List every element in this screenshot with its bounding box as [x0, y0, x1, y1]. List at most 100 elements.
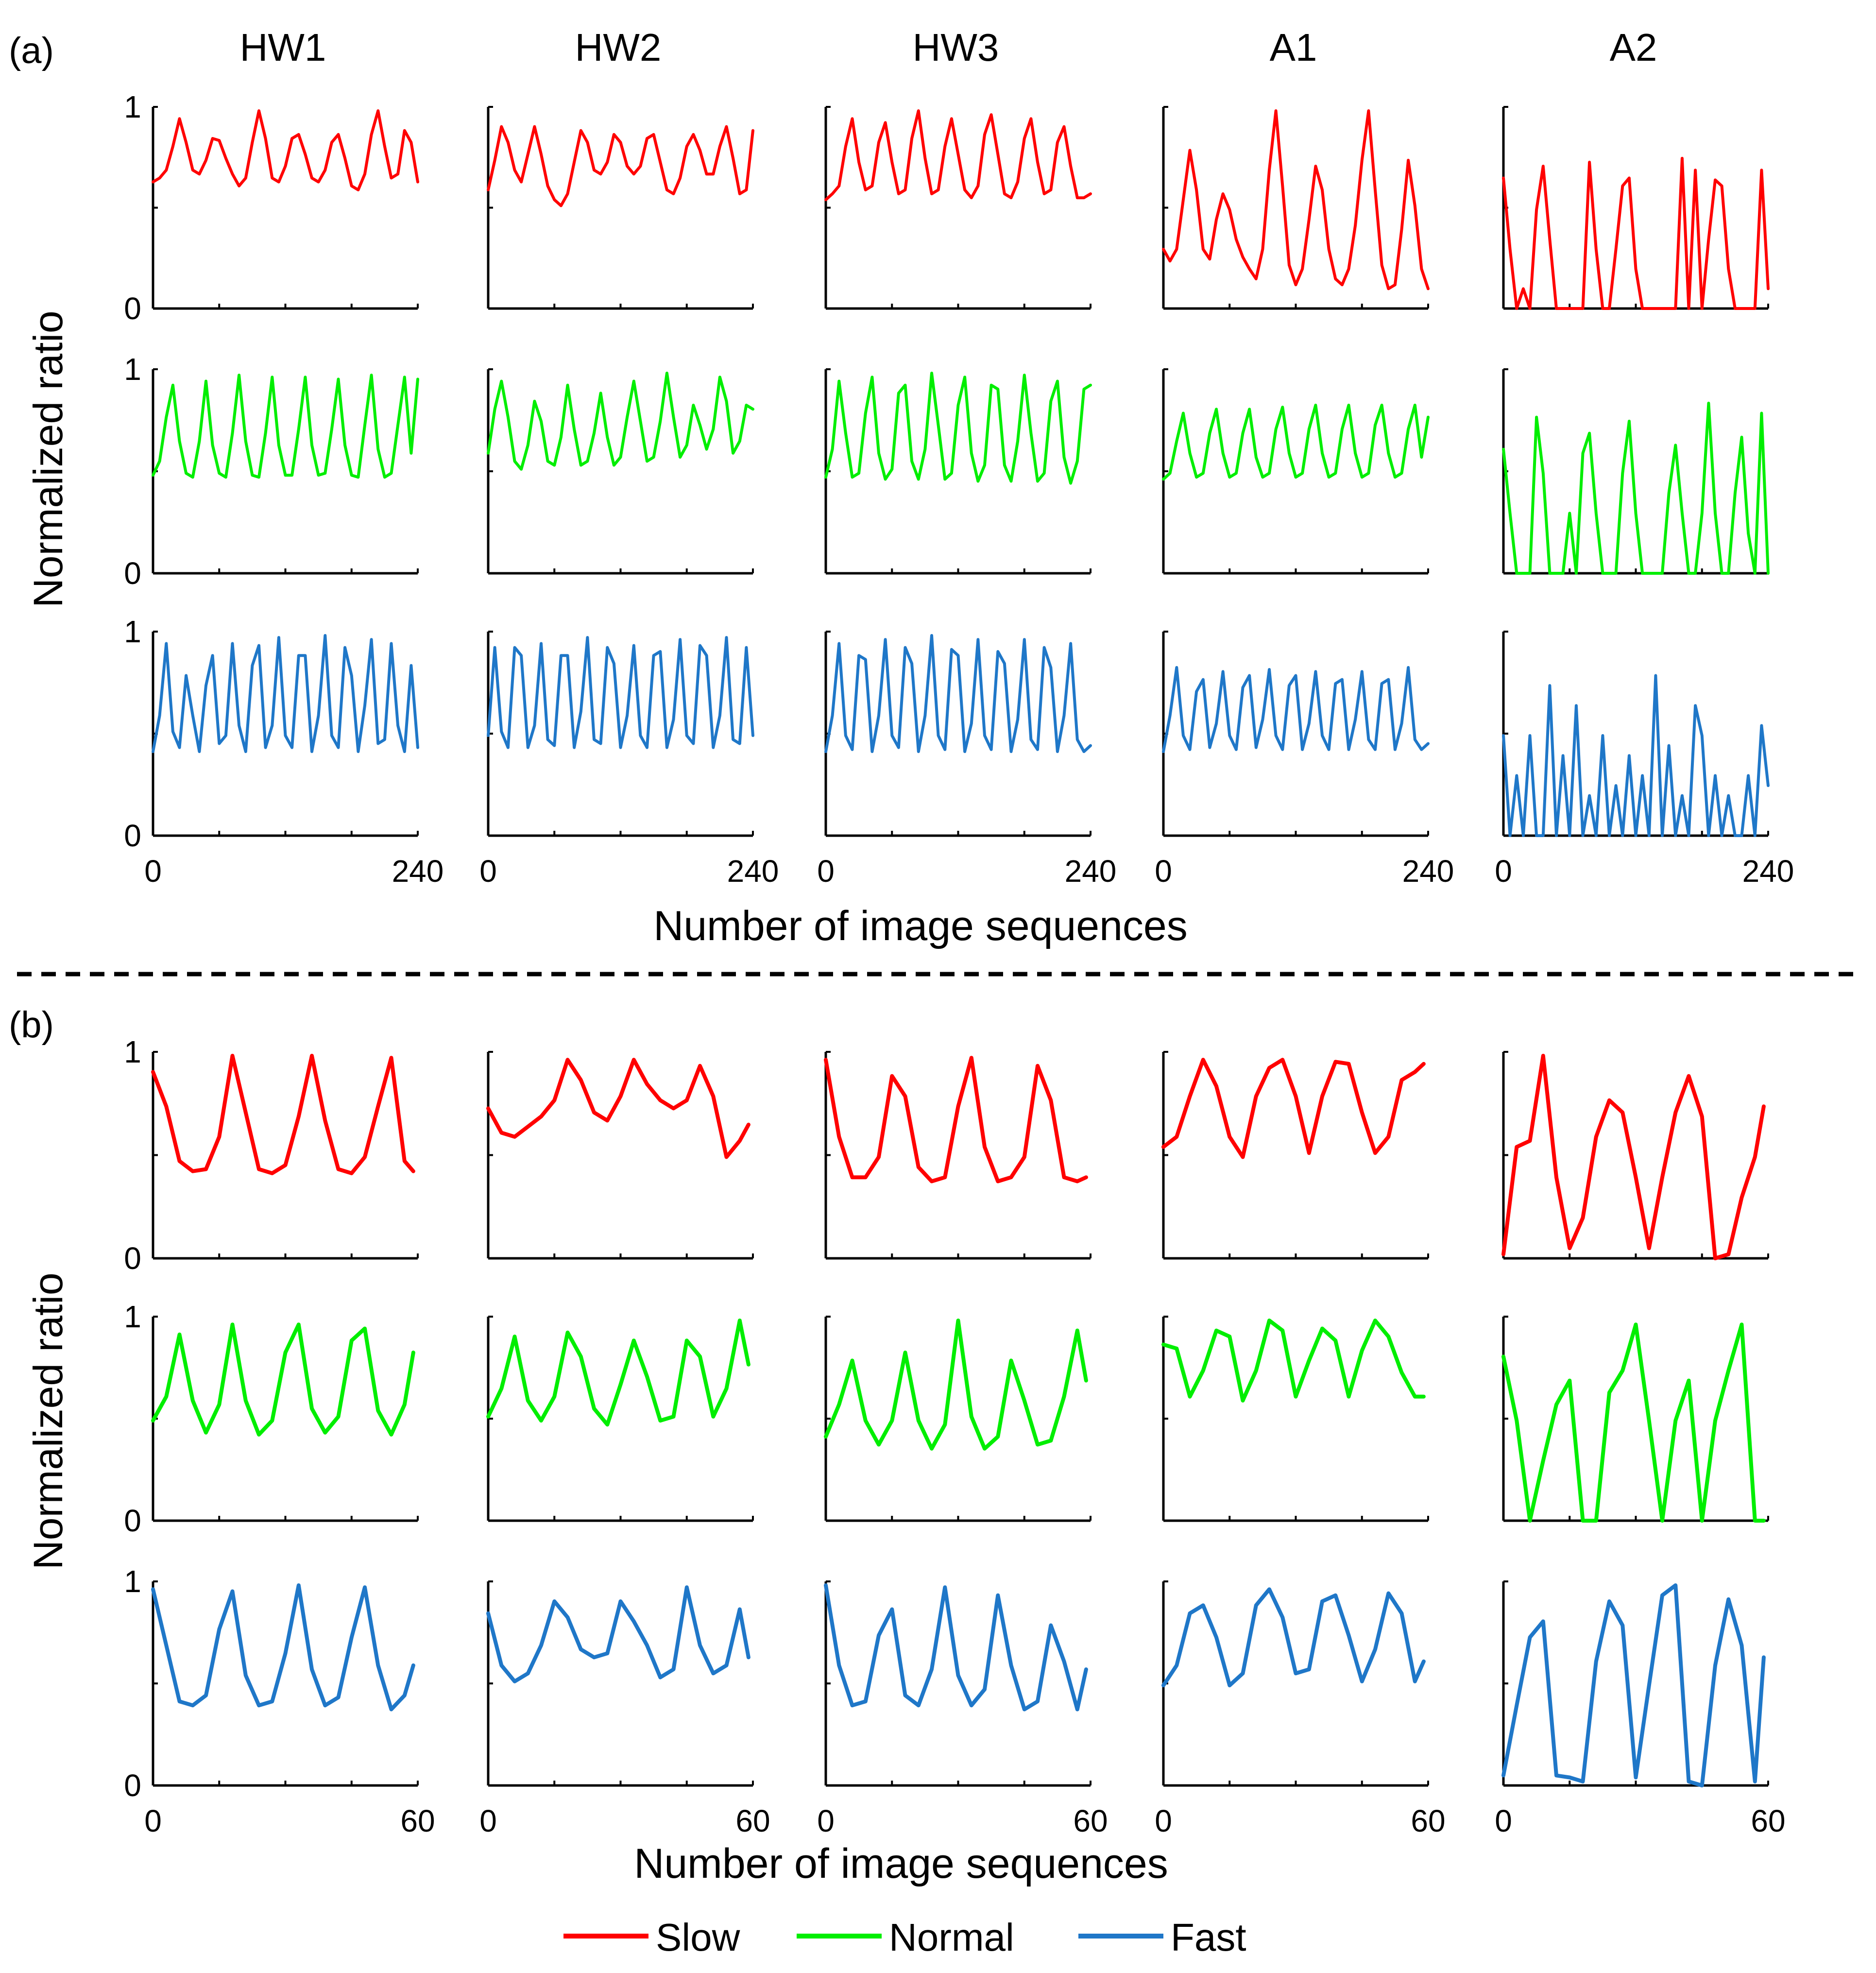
subplot-a-hw3-fast: 0 240	[817, 631, 1117, 889]
y-tick-label-1: 1	[124, 1564, 141, 1599]
x-tick-label-end: 240	[1402, 854, 1454, 889]
series-line-a-a1-normal	[1162, 403, 1430, 481]
series-line-b-hw3-normal	[824, 1319, 1088, 1451]
series-line-b-a2-normal	[1501, 1322, 1766, 1523]
x-tick-label-start: 0	[1155, 1803, 1172, 1838]
series-line-b-a1-fast	[1161, 1587, 1426, 1687]
series-line-a-hw2-slow	[487, 125, 754, 207]
y-tick-label-1: 1	[124, 1034, 141, 1069]
series-line-a-hw1-normal	[152, 374, 419, 479]
x-tick-label-end: 60	[1411, 1803, 1445, 1838]
column-title-a1: A1	[1270, 26, 1317, 69]
subplot-b-hw3-slow	[824, 1051, 1091, 1260]
subplot-a-hw2-normal	[487, 368, 754, 575]
legend-item-slow: Slow	[563, 1916, 740, 1959]
series-line-a-hw2-fast	[487, 636, 754, 749]
legend-label-fast: Fast	[1171, 1916, 1246, 1959]
subplot-b-a2-normal	[1502, 1316, 1769, 1522]
series-line-b-a1-normal	[1161, 1319, 1426, 1403]
y-tick-label-1: 1	[124, 352, 141, 387]
series-line-b-hw1-slow	[151, 1054, 415, 1175]
series-line-b-a2-fast	[1501, 1583, 1766, 1787]
x-tick-label-end: 60	[400, 1803, 435, 1838]
x-tick-label-end: 240	[1742, 854, 1794, 889]
x-tick-label-start: 0	[479, 1803, 497, 1838]
y-axis-label-b: Normalized ratio	[25, 1272, 71, 1570]
column-title-hw2: HW2	[575, 26, 662, 69]
y-tick-label-1: 1	[124, 1299, 141, 1334]
panel-label-b: (b)	[9, 1004, 54, 1046]
series-line-a-a2-normal	[1502, 401, 1770, 575]
subplot-b-a2-slow	[1502, 1051, 1769, 1260]
series-line-a-a2-slow	[1502, 156, 1770, 310]
x-tick-label-end: 240	[1065, 854, 1117, 889]
series-line-b-a2-slow	[1501, 1054, 1766, 1260]
subplot-b-hw1-slow: 10	[124, 1034, 419, 1276]
subplot-b-hw3-fast: 0 60	[817, 1580, 1108, 1838]
y-axis-label-a: Normalized ratio	[25, 310, 71, 608]
x-axis-label-b: Number of image sequences	[634, 1840, 1168, 1887]
legend: Slow Normal Fast	[563, 1916, 1246, 1959]
column-title-hw1: HW1	[240, 26, 326, 69]
series-line-a-hw1-fast	[152, 634, 419, 753]
series-line-b-hw3-fast	[824, 1583, 1088, 1712]
subplot-b-hw1-fast: 1 00 60	[124, 1564, 435, 1838]
x-tick-label-start: 0	[144, 854, 162, 889]
x-tick-label-end: 60	[1751, 1803, 1785, 1838]
subplot-b-hw2-slow	[487, 1051, 754, 1260]
subplot-b-a1-normal	[1162, 1316, 1429, 1522]
subplot-b-hw2-normal	[487, 1316, 754, 1522]
subplot-a-hw1-slow: 10	[124, 89, 419, 326]
series-line-b-hw3-slow	[824, 1056, 1088, 1184]
subplot-a-hw1-fast: 1 00 240	[124, 614, 443, 889]
subplot-a-a1-slow	[1162, 106, 1429, 310]
subplot-a-a2-fast: 0 240	[1495, 631, 1794, 889]
y-tick-label-0: 0	[124, 556, 141, 591]
y-tick-label-1: 1	[124, 89, 141, 124]
x-tick-label-start: 0	[1155, 854, 1172, 889]
y-tick-label-0: 0	[124, 1768, 141, 1803]
y-tick-label-0: 0	[124, 818, 141, 853]
x-tick-label-start: 0	[1495, 854, 1512, 889]
series-line-b-hw2-normal	[486, 1319, 750, 1427]
series-line-a-hw2-normal	[487, 372, 754, 471]
subplot-a-hw2-slow	[487, 106, 754, 310]
series-line-b-hw1-normal	[151, 1322, 415, 1437]
x-tick-label-end: 240	[727, 854, 779, 889]
subplot-a-a1-fast: 0 240	[1155, 631, 1454, 889]
subplot-b-a2-fast: 0 60	[1495, 1580, 1786, 1838]
x-tick-label-start: 0	[144, 1803, 162, 1838]
subplot-a-hw1-normal: 10	[124, 352, 419, 591]
series-line-b-hw2-slow	[486, 1058, 750, 1159]
legend-item-fast: Fast	[1078, 1916, 1246, 1959]
x-tick-label-end: 240	[392, 854, 444, 889]
legend-label-normal: Normal	[889, 1916, 1014, 1959]
legend-item-normal: Normal	[797, 1916, 1014, 1959]
subplot-b-hw2-fast: 0 60	[479, 1580, 770, 1838]
y-tick-label-0: 0	[124, 1503, 141, 1538]
series-line-b-hw2-fast	[486, 1585, 750, 1683]
y-tick-label-1: 1	[124, 614, 141, 649]
subplot-a-a1-normal	[1162, 368, 1429, 575]
x-axis-label-a: Number of image sequences	[653, 903, 1187, 949]
legend-label-slow: Slow	[656, 1916, 740, 1959]
subplot-a-a2-slow	[1502, 106, 1769, 310]
x-tick-label-end: 60	[1073, 1803, 1108, 1838]
x-tick-label-start: 0	[817, 1803, 835, 1838]
series-layer	[151, 109, 1770, 1787]
x-tick-label-start: 0	[817, 854, 835, 889]
subplot-a-hw3-slow	[824, 106, 1091, 310]
series-line-b-hw1-fast	[151, 1583, 415, 1712]
series-line-a-a1-fast	[1162, 666, 1430, 753]
series-line-a-hw3-fast	[824, 634, 1092, 753]
series-line-a-hw3-normal	[824, 372, 1092, 485]
x-tick-label-end: 60	[735, 1803, 770, 1838]
series-line-a-a2-fast	[1502, 674, 1770, 837]
y-tick-label-0: 0	[124, 291, 141, 326]
x-tick-label-start: 0	[479, 854, 497, 889]
column-title-a2: A2	[1610, 26, 1657, 69]
series-line-b-a1-slow	[1161, 1058, 1426, 1159]
panel-label-a: (a)	[9, 30, 54, 71]
labels-layer: (a) (b) HW1 HW2 HW3 A1 A2 Normalized ratio Norma…	[9, 26, 1860, 1887]
